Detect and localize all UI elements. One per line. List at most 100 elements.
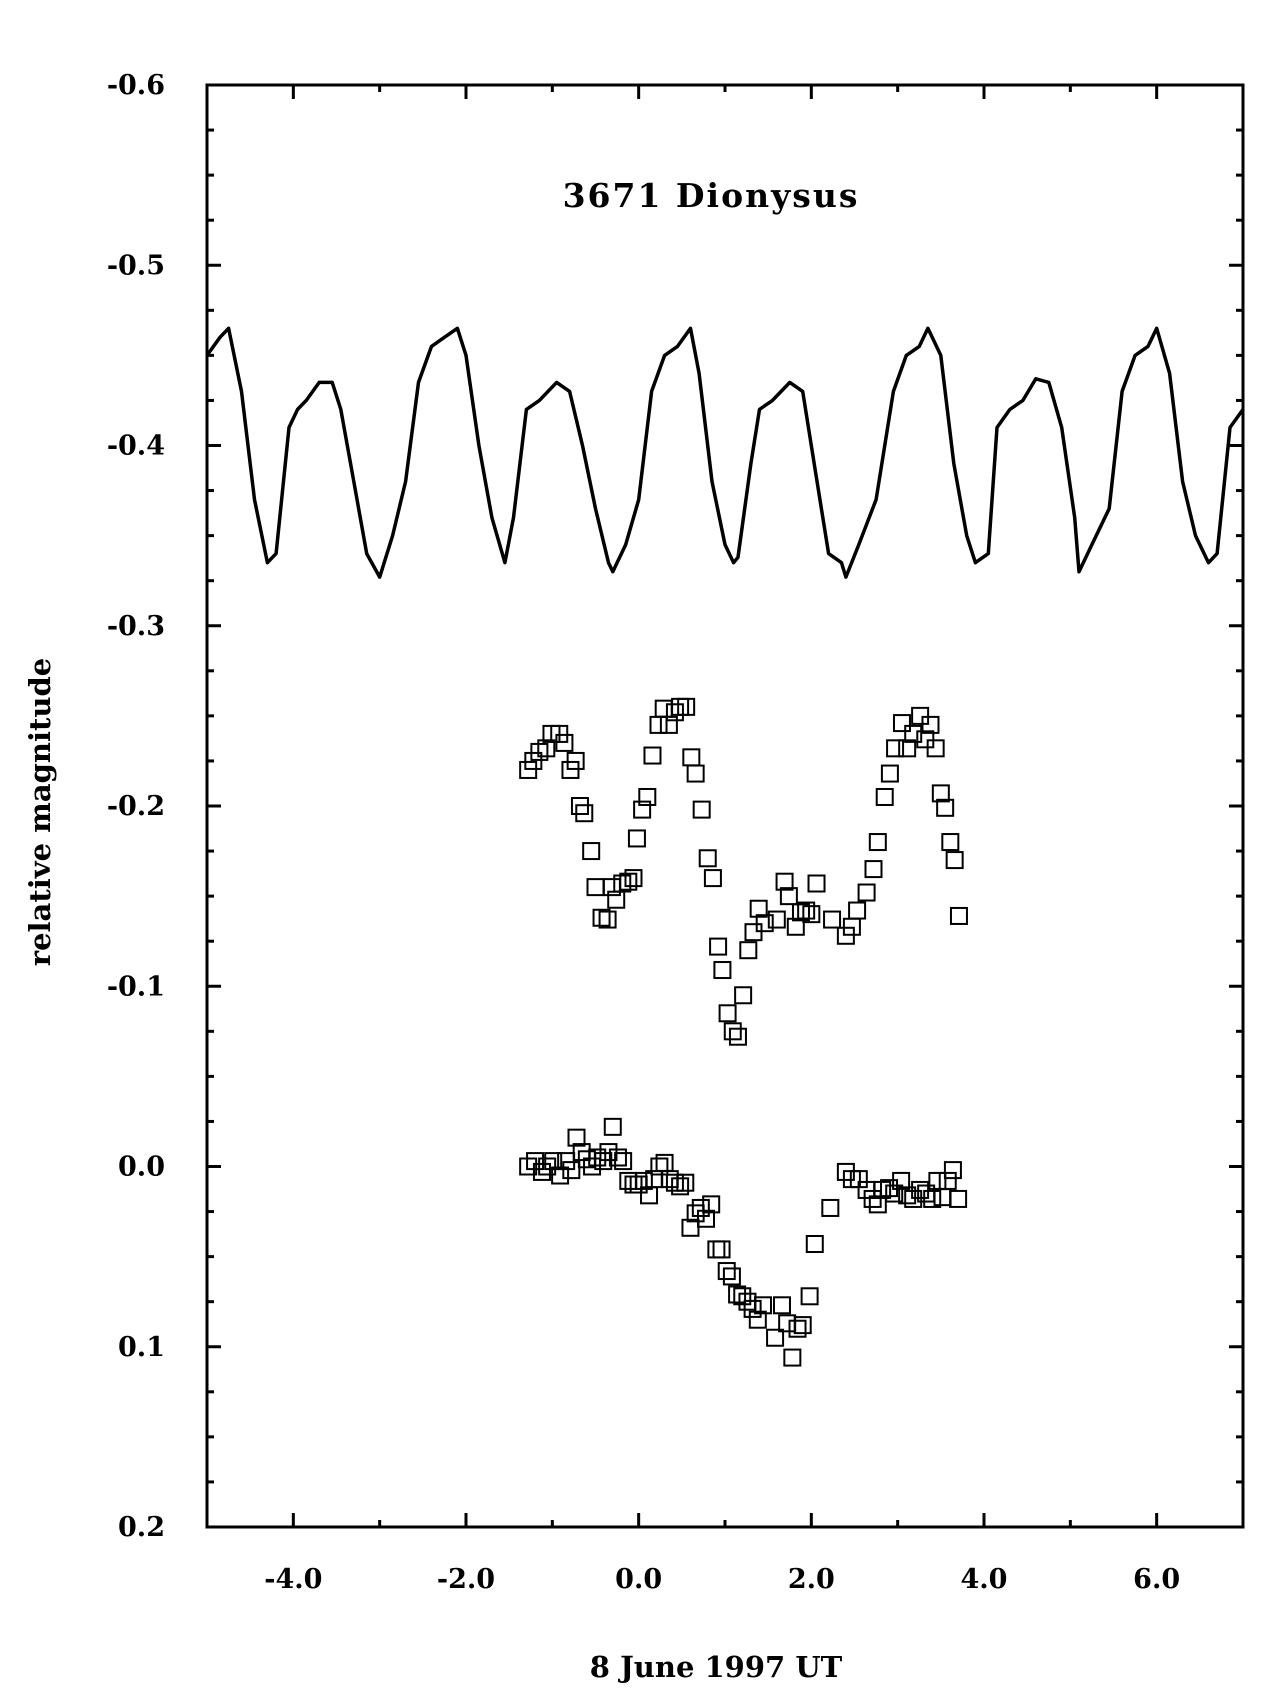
data-point bbox=[842, 917, 861, 936]
data-point bbox=[723, 1022, 742, 1041]
data-point bbox=[743, 1299, 762, 1318]
data-point bbox=[936, 798, 955, 817]
data-point bbox=[619, 1171, 638, 1190]
data-point bbox=[821, 1198, 840, 1217]
data-point bbox=[544, 1152, 563, 1171]
y-tick-label: 0.2 bbox=[118, 1512, 165, 1543]
data-point bbox=[749, 899, 768, 918]
data-point bbox=[767, 910, 786, 929]
data-point bbox=[848, 901, 867, 920]
data-point bbox=[643, 746, 662, 765]
data-point bbox=[836, 926, 855, 945]
data-point bbox=[557, 1152, 576, 1171]
data-point bbox=[898, 1186, 917, 1205]
data-point bbox=[722, 1267, 741, 1286]
y-tick-label: 0.0 bbox=[118, 1152, 165, 1183]
data-point bbox=[550, 724, 569, 743]
data-point bbox=[766, 1328, 785, 1347]
data-point bbox=[892, 714, 911, 733]
data-point bbox=[863, 1189, 882, 1208]
data-point bbox=[733, 1287, 752, 1306]
data-point bbox=[575, 804, 594, 823]
x-tick-label: -4.0 bbox=[264, 1564, 322, 1595]
data-point bbox=[718, 1004, 737, 1023]
data-point bbox=[755, 914, 774, 933]
data-point bbox=[772, 1296, 791, 1315]
data-point bbox=[875, 787, 894, 806]
data-point bbox=[788, 1319, 807, 1338]
data-point bbox=[561, 760, 580, 779]
y-tick-label: 0.1 bbox=[118, 1332, 165, 1363]
data-point bbox=[892, 1171, 911, 1190]
data-point bbox=[734, 986, 753, 1005]
data-point bbox=[624, 1175, 643, 1194]
data-point bbox=[800, 1287, 819, 1306]
observation-series-1 bbox=[519, 697, 968, 1046]
data-point bbox=[805, 1235, 824, 1254]
data-point bbox=[691, 1198, 710, 1217]
data-point bbox=[599, 1143, 618, 1162]
data-point bbox=[519, 760, 538, 779]
data-point bbox=[712, 1240, 731, 1259]
x-tick-label: -2.0 bbox=[437, 1564, 495, 1595]
y-tick-label: -0.5 bbox=[107, 250, 165, 281]
data-point bbox=[686, 764, 705, 783]
data-point bbox=[582, 842, 601, 861]
data-point bbox=[627, 829, 646, 848]
data-point bbox=[938, 1171, 957, 1190]
data-point bbox=[886, 739, 905, 758]
data-point bbox=[613, 874, 632, 893]
data-point bbox=[753, 1296, 772, 1315]
data-point bbox=[671, 1177, 690, 1196]
data-point bbox=[538, 1157, 557, 1176]
data-point bbox=[873, 1180, 892, 1199]
data-point bbox=[703, 869, 722, 888]
data-point bbox=[904, 1189, 923, 1208]
data-point bbox=[583, 1157, 602, 1176]
data-point bbox=[697, 1209, 716, 1228]
data-point bbox=[524, 751, 543, 770]
data-point bbox=[629, 1175, 648, 1194]
data-point bbox=[659, 715, 678, 734]
x-tick-label: 4.0 bbox=[961, 1564, 1008, 1595]
data-point bbox=[566, 751, 585, 770]
data-point bbox=[941, 833, 960, 852]
data-point bbox=[786, 917, 805, 936]
data-point bbox=[603, 1117, 622, 1136]
data-point bbox=[709, 937, 728, 956]
data-point bbox=[677, 697, 696, 716]
data-point bbox=[682, 748, 701, 767]
data-point bbox=[797, 901, 816, 920]
data-point bbox=[739, 941, 758, 960]
data-point bbox=[692, 800, 711, 819]
data-point bbox=[592, 908, 611, 927]
model-lightcurve-line bbox=[207, 326, 1243, 579]
data-point bbox=[717, 1262, 736, 1281]
data-point bbox=[885, 1184, 904, 1203]
y-tick-label: -0.3 bbox=[107, 611, 165, 642]
data-point bbox=[638, 787, 657, 806]
data-point bbox=[562, 1161, 581, 1180]
data-point bbox=[748, 1310, 767, 1329]
data-point bbox=[634, 1171, 653, 1190]
data-point bbox=[649, 715, 668, 734]
data-point bbox=[526, 1152, 545, 1171]
data-point bbox=[650, 1157, 669, 1176]
data-point bbox=[911, 706, 930, 725]
data-point bbox=[676, 1173, 695, 1192]
data-point bbox=[868, 833, 887, 852]
data-point bbox=[926, 739, 945, 758]
data-point bbox=[744, 923, 763, 942]
data-point bbox=[864, 860, 883, 879]
data-point bbox=[898, 739, 917, 758]
data-point bbox=[921, 715, 940, 734]
x-axis-label: 8 June 1997 UT bbox=[590, 1650, 843, 1684]
data-point bbox=[791, 903, 810, 922]
y-tick-label: -0.6 bbox=[107, 70, 165, 101]
x-tick-label: 0.0 bbox=[615, 1564, 662, 1595]
data-point bbox=[911, 1180, 930, 1199]
observation-series-2 bbox=[519, 1117, 968, 1367]
data-point bbox=[594, 1152, 613, 1171]
data-point bbox=[728, 1027, 747, 1046]
